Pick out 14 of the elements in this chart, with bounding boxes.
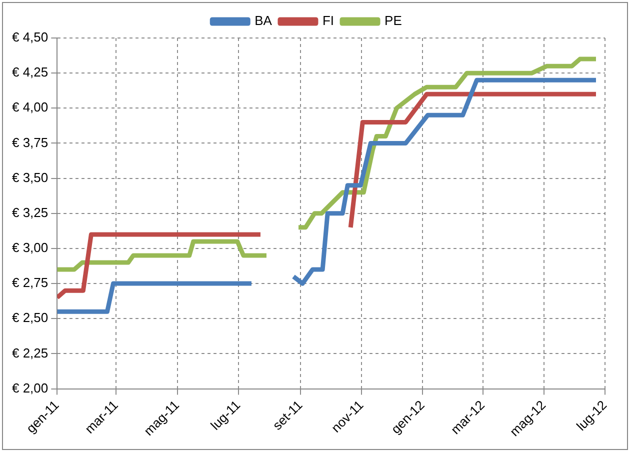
legend-label: BA (254, 13, 272, 28)
y-tick-label: € 2,00 (12, 380, 48, 396)
y-tick-label: € 3,75 (12, 134, 48, 150)
y-tick-label: € 2,25 (12, 345, 48, 360)
legend-label: FI (322, 13, 334, 28)
y-tick-label: € 3,00 (12, 240, 48, 256)
y-tick-label: € 2,75 (12, 275, 48, 290)
y-tick-label: € 4,00 (12, 100, 48, 115)
y-tick-label: € 3,50 (12, 170, 48, 185)
y-tick-label: € 3,25 (12, 204, 48, 220)
y-tick-label: € 4,50 (12, 30, 48, 45)
y-tick-label: € 4,25 (12, 64, 48, 80)
legend-label: PE (384, 13, 402, 28)
y-tick-label: € 2,50 (12, 310, 48, 326)
